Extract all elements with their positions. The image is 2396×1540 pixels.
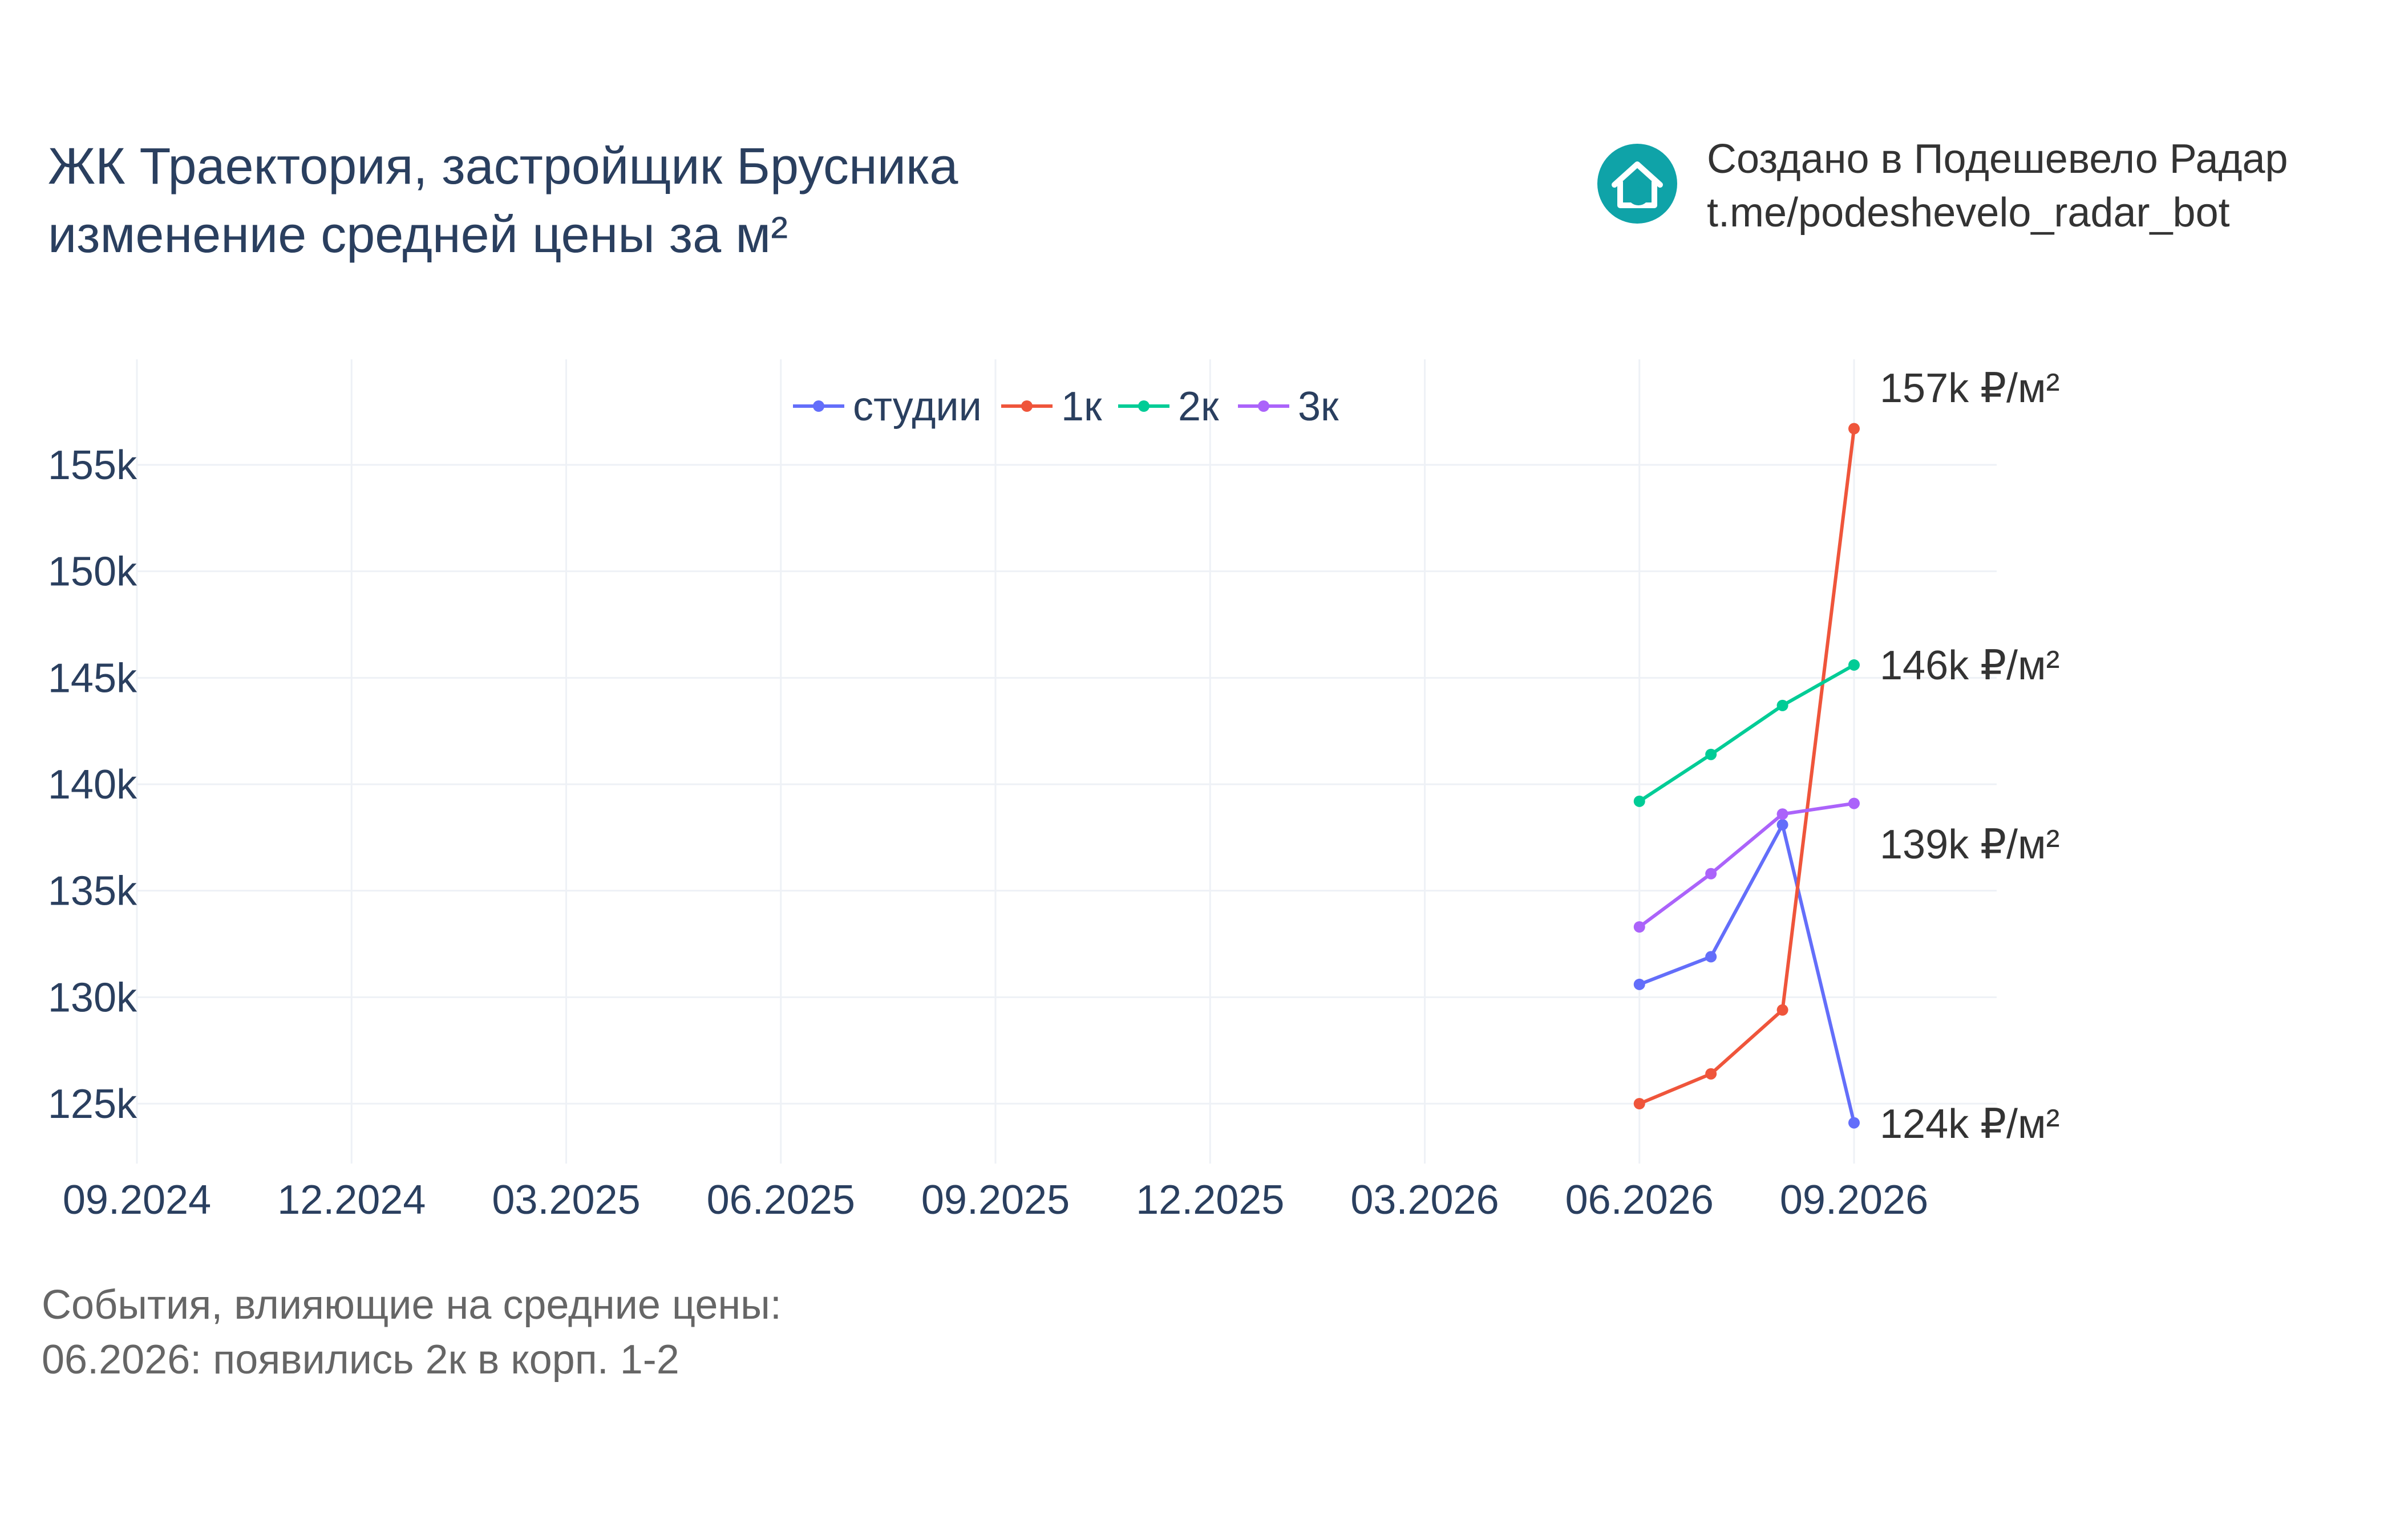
data-point [1633, 1098, 1645, 1109]
series-end-label: 124k ₽/м² [1880, 1101, 2059, 1147]
y-tick-label: 130k [48, 975, 137, 1020]
data-point [1848, 423, 1860, 435]
x-tick-label: 12.2024 [277, 1177, 426, 1223]
events-heading: События, влияющие на средние цены: [42, 1282, 782, 1328]
chart-title-line-1: ЖК Траектория, застройщик Брусника [48, 138, 958, 195]
end-labels: 124k ₽/м² 157k ₽/м² 146k ₽/м² 139k ₽/м² [1880, 366, 2059, 1147]
data-point [1776, 808, 1788, 820]
x-tick-label: 06.2025 [707, 1177, 855, 1223]
chart-title-line-2: изменение средней цены за м² [48, 206, 788, 264]
series-line [1638, 822, 1856, 1124]
legend-marker[interactable] [813, 400, 824, 412]
series-end-label: 146k ₽/м² [1880, 643, 2059, 688]
y-tick-label: 125k [48, 1081, 137, 1127]
legend-marker[interactable] [1138, 400, 1150, 412]
y-tick-label: 155k [48, 443, 137, 488]
chart-grid [136, 359, 1997, 1164]
data-point [1633, 978, 1645, 990]
chart-title: ЖК Траектория, застройщик Брусника измен… [48, 132, 958, 269]
series-end-label: 139k ₽/м² [1880, 822, 2059, 868]
x-tick-label: 12.2025 [1136, 1177, 1284, 1223]
legend-label[interactable]: студии [853, 384, 982, 429]
data-point [1848, 1117, 1860, 1129]
x-tick-label: 03.2025 [492, 1177, 640, 1223]
x-tick-label: 06.2026 [1565, 1177, 1714, 1223]
series-line [1638, 663, 1855, 803]
legend-marker[interactable] [1021, 400, 1033, 412]
x-tick-label: 03.2026 [1350, 1177, 1499, 1223]
chart-series [1633, 423, 1860, 1129]
event-item: 06.2026: появились 2к в корп. 1-2 [42, 1337, 679, 1383]
data-point [1848, 659, 1860, 671]
data-point [1705, 868, 1717, 880]
data-point [1705, 951, 1717, 963]
data-point [1633, 795, 1645, 807]
branding-text: Создано в Подешевело Радар t.me/podeshev… [1707, 132, 2288, 240]
data-point [1776, 699, 1788, 711]
branding-link[interactable]: t.me/podeshevelo_radar_bot [1707, 190, 2230, 236]
series-end-label: 157k ₽/м² [1880, 366, 2059, 411]
legend-label[interactable]: 3к [1298, 384, 1339, 429]
y-tick-label: 150k [48, 549, 137, 595]
series-line [1638, 428, 1856, 1105]
house-refresh-icon [1597, 144, 1677, 224]
data-point [1705, 1068, 1717, 1080]
legend-label[interactable]: 1к [1061, 384, 1102, 429]
data-point [1776, 1004, 1788, 1016]
data-point [1848, 797, 1860, 809]
legend-label[interactable]: 2к [1178, 384, 1219, 429]
series-line [1638, 801, 1855, 929]
x-tick-label: 09.2026 [1780, 1177, 1928, 1223]
legend-marker[interactable] [1258, 400, 1269, 412]
chart-legend: студии 1к 2к 3к [793, 384, 1339, 429]
x-tick-label: 09.2025 [921, 1177, 1070, 1223]
x-axis-ticks: 09.2024 12.2024 03.2025 06.2025 09.2025 12.20… [63, 1177, 1928, 1223]
branding-line-1: Создано в Подешевело Радар [1707, 136, 2288, 182]
data-point [1705, 748, 1717, 760]
y-tick-label: 145k [48, 655, 137, 701]
data-point [1633, 921, 1645, 933]
y-axis-ticks: 125k 130k 135k 140k 145k 150k 155k [48, 443, 137, 1127]
x-tick-label: 09.2024 [63, 1177, 211, 1223]
y-tick-label: 135k [48, 869, 137, 914]
branding: Создано в Подешевело Радар t.me/podeshev… [1597, 132, 2288, 240]
events-note: События, влияющие на средние цены: 06.20… [42, 1278, 782, 1387]
data-point [1776, 818, 1788, 830]
y-tick-label: 140k [48, 762, 137, 808]
